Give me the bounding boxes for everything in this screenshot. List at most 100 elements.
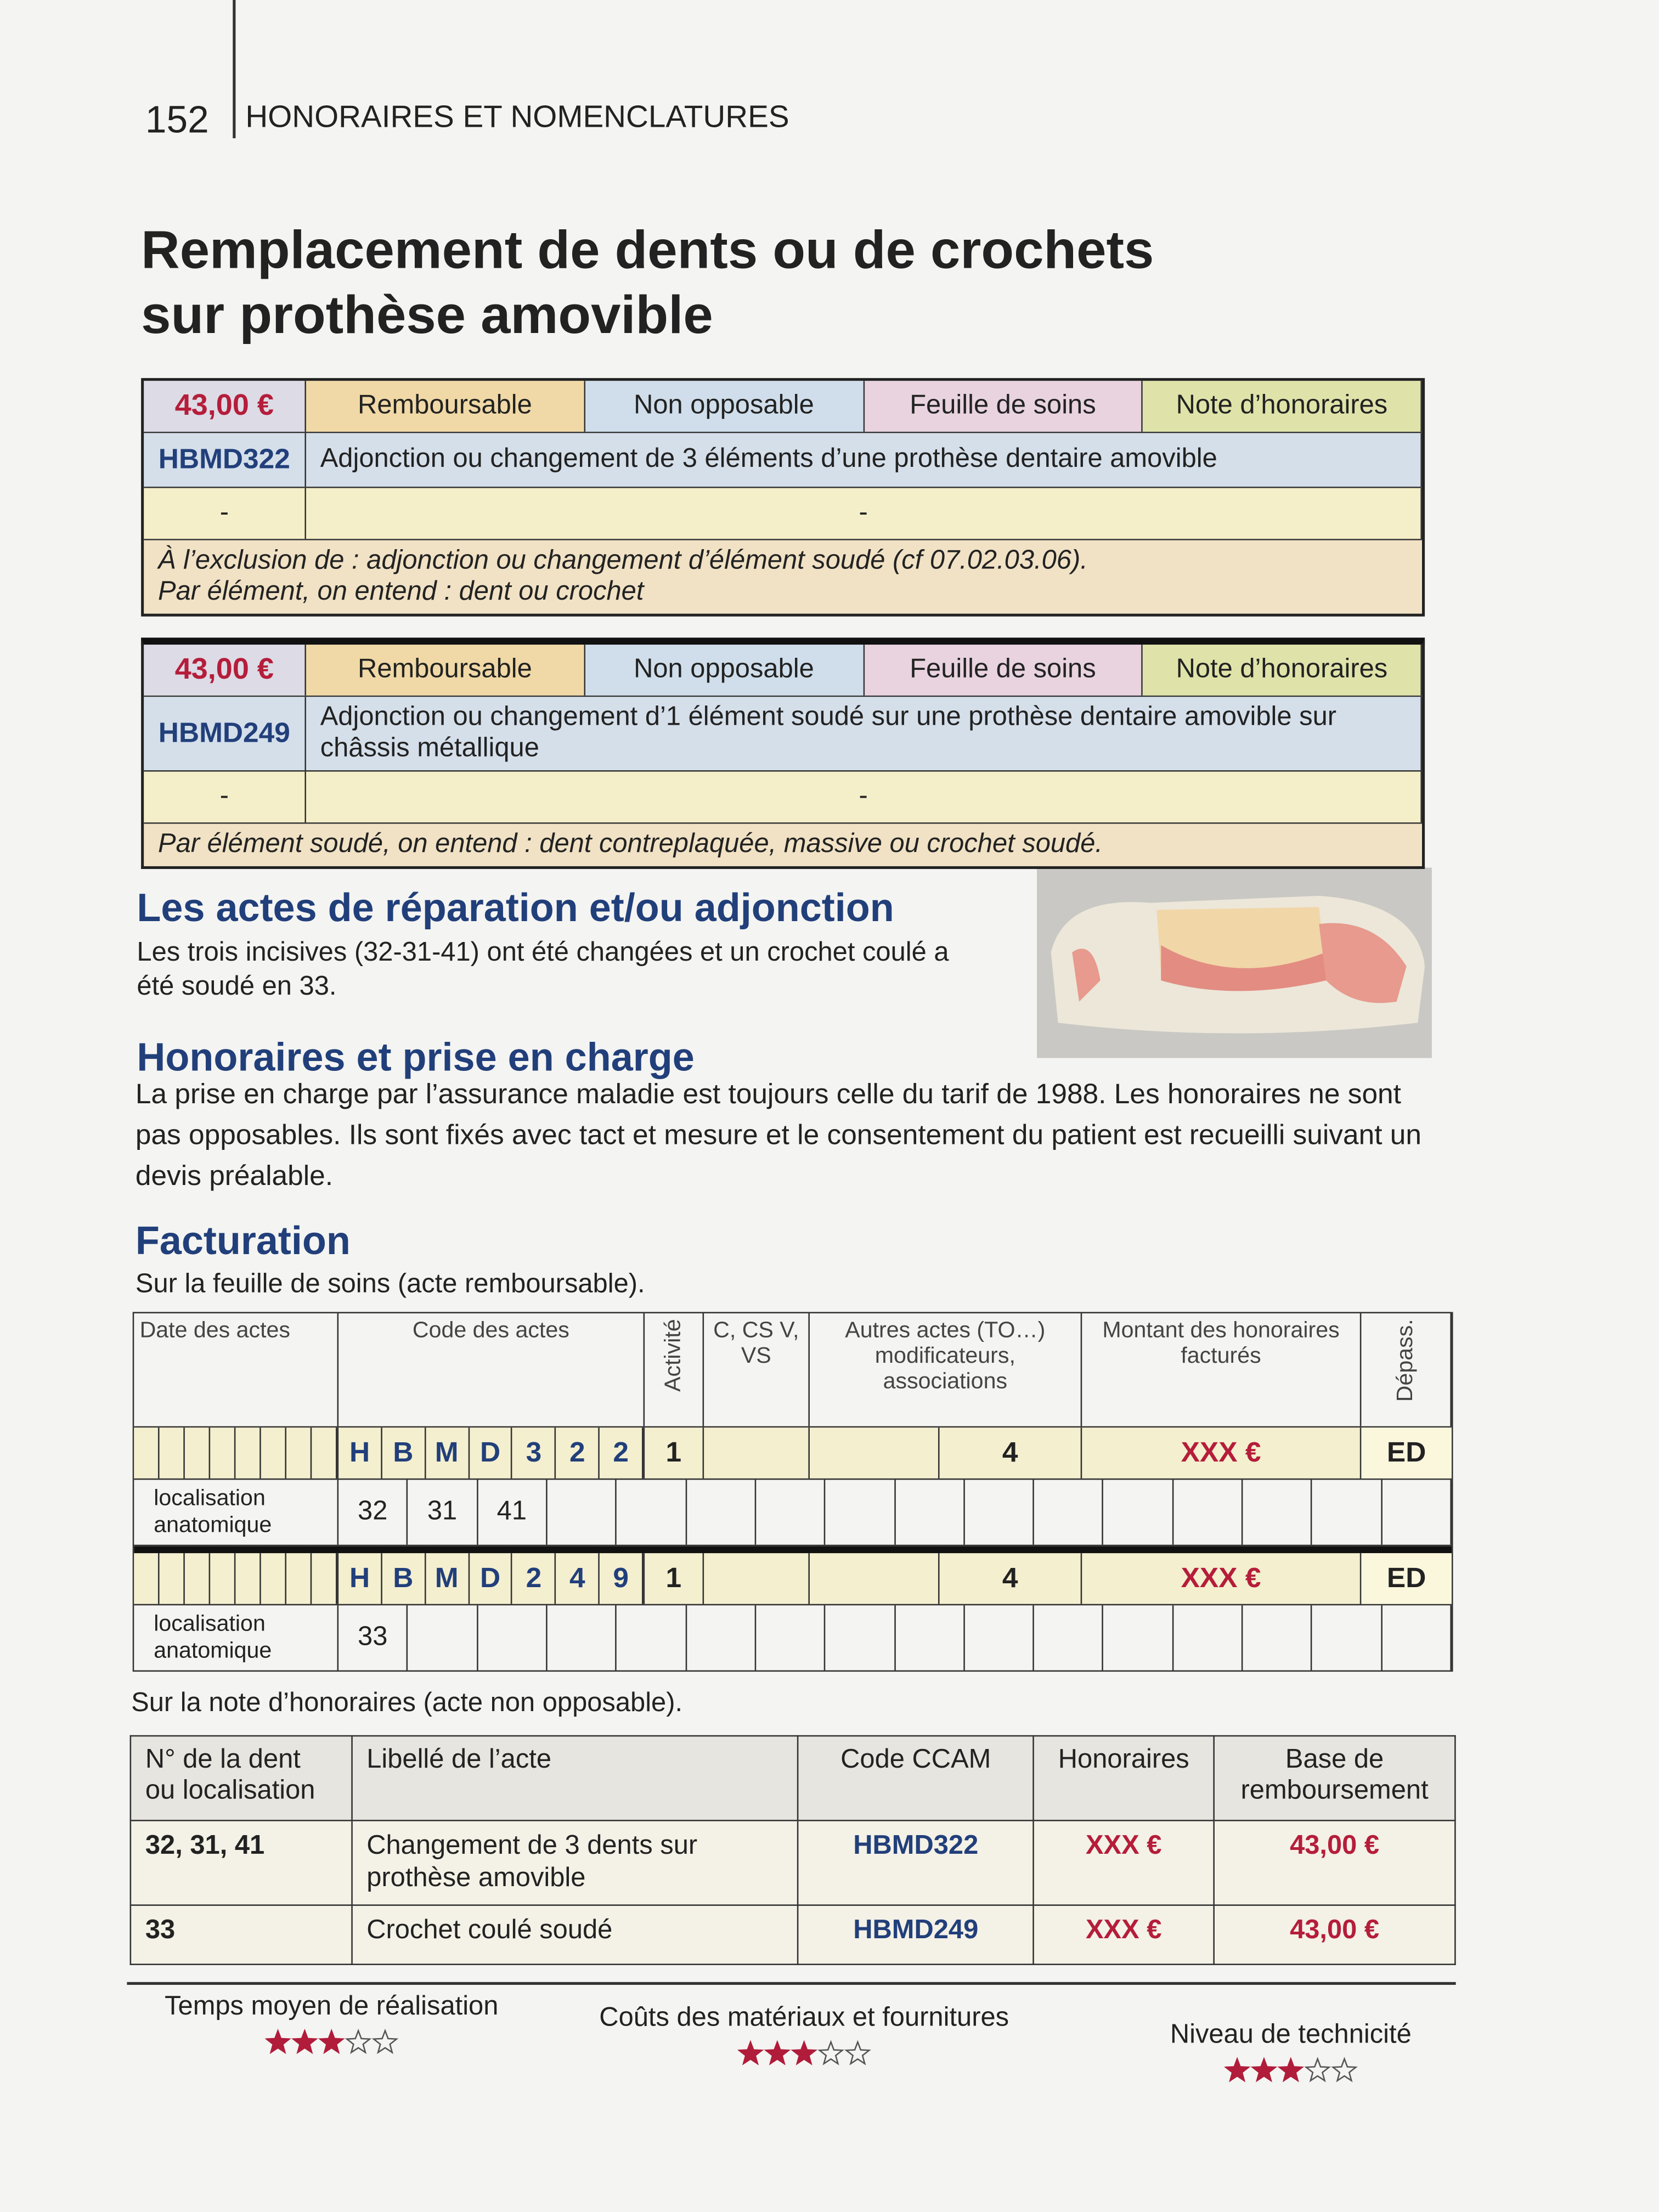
date-box bbox=[261, 1427, 286, 1479]
activity: 1 bbox=[645, 1553, 704, 1604]
note-header-row: N° de la dent ou localisation Libellé de … bbox=[129, 1735, 1456, 1821]
rating: Coûts des matériaux et fournitures bbox=[550, 2003, 1058, 2076]
star bbox=[763, 2040, 790, 2066]
tooth-box bbox=[1034, 1605, 1104, 1671]
modifier: 4 bbox=[1002, 1436, 1018, 1468]
section-title: HONORAIRES ET NOMENCLATURES bbox=[245, 98, 789, 134]
tooth-box bbox=[686, 1480, 756, 1545]
activity: 1 bbox=[645, 1427, 704, 1479]
date-box bbox=[185, 1427, 211, 1479]
rating-stars bbox=[736, 2040, 871, 2066]
billing-form: Date des actes Code des actes Activité C, C… bbox=[132, 1312, 1453, 1672]
tooth-box bbox=[617, 1605, 687, 1671]
act-extra: - bbox=[306, 771, 1422, 823]
title: Remplacement de dents ou de crochets sur… bbox=[141, 219, 1154, 349]
code-letter: B bbox=[382, 1427, 426, 1479]
billing-header: Code des actes bbox=[338, 1313, 645, 1426]
act-price: 43,00 € bbox=[144, 645, 306, 696]
tooth-box bbox=[964, 1480, 1035, 1545]
act-note-line: Par élément soudé, on entend : dent cont… bbox=[157, 829, 1103, 859]
billing-header: Montant des honoraires facturés bbox=[1082, 1313, 1362, 1426]
tooth-box bbox=[964, 1605, 1035, 1671]
code-letter: H bbox=[338, 1553, 382, 1604]
billing-header-row: Date des actes Code des actes Activité C, C… bbox=[134, 1313, 1452, 1428]
act-extra-row: -- bbox=[144, 488, 1422, 540]
act-label: Adjonction ou changement d’1 élément sou… bbox=[306, 697, 1422, 770]
modifier-cells: 4 bbox=[810, 1427, 1082, 1479]
tooth-box bbox=[1104, 1605, 1173, 1671]
code-letter: B bbox=[382, 1553, 426, 1604]
note-cell: 32, 31, 41 bbox=[129, 1820, 353, 1906]
code-letter: 3 bbox=[513, 1427, 556, 1479]
act-code-row: HBMD322 Adjonction ou changement de 3 élé… bbox=[144, 433, 1422, 488]
visit bbox=[704, 1553, 810, 1604]
tooth-box bbox=[548, 1605, 617, 1671]
intro: Sur la feuille de soins (acte remboursab… bbox=[135, 1269, 645, 1300]
amount: XXX € bbox=[1082, 1553, 1362, 1604]
note-cell: 43,00 € bbox=[1213, 1820, 1456, 1906]
rating-stars bbox=[1223, 2057, 1357, 2083]
code-letter: 2 bbox=[600, 1427, 644, 1479]
localisation-label: localisation anatomique bbox=[134, 1605, 339, 1671]
billing-header-text: C, CS V, VS bbox=[713, 1319, 799, 1369]
localisation-label: localisation anatomique bbox=[134, 1480, 339, 1545]
modifier-box bbox=[810, 1553, 940, 1604]
tooth-box bbox=[1312, 1480, 1383, 1545]
billing-header: Dépass. bbox=[1361, 1313, 1452, 1426]
date-box bbox=[312, 1427, 337, 1479]
act-tag: Remboursable bbox=[306, 645, 585, 696]
rating-label: Coûts des matériaux et fournitures bbox=[599, 2003, 1009, 2033]
heading: Honoraires et prise en charge bbox=[137, 1035, 695, 1080]
star bbox=[317, 2028, 345, 2055]
star bbox=[1304, 2057, 1330, 2083]
note-row: 32, 31, 41 Changement de 3 dents sur prot… bbox=[129, 1820, 1456, 1906]
date-box bbox=[261, 1553, 286, 1604]
tooth-box bbox=[1243, 1605, 1313, 1671]
date-box bbox=[286, 1553, 312, 1604]
act-table: 43,00 € Remboursable Non opposable Feuille … bbox=[141, 637, 1425, 869]
date-box bbox=[235, 1553, 261, 1604]
date-box bbox=[160, 1553, 185, 1604]
tooth-box bbox=[826, 1605, 895, 1671]
date-box bbox=[134, 1553, 160, 1604]
note-header: Base de remboursement bbox=[1213, 1735, 1456, 1821]
modifier-box bbox=[810, 1427, 940, 1479]
rating: Temps moyen de réalisation bbox=[77, 1992, 585, 2066]
paragraph: La prise en charge par l’assurance malad… bbox=[135, 1079, 1422, 1192]
modifier: 4 bbox=[1002, 1562, 1018, 1594]
note-cell: HBMD249 bbox=[797, 1904, 1035, 1965]
act-price: 43,00 € bbox=[144, 381, 306, 432]
star bbox=[344, 2028, 371, 2055]
billing-code-row: H B M D 2 4 9 1 4 XXX € ED bbox=[134, 1546, 1452, 1606]
note-cell: HBMD322 bbox=[797, 1820, 1035, 1906]
tooth-box bbox=[826, 1480, 895, 1545]
billing-header: Date des actes bbox=[134, 1313, 339, 1426]
date-box bbox=[134, 1427, 160, 1479]
code-letter: 4 bbox=[556, 1553, 600, 1604]
act-extra: - bbox=[144, 488, 306, 539]
note-header: Code CCAM bbox=[797, 1735, 1035, 1821]
note-table: N° de la dent ou localisation Libellé de … bbox=[129, 1735, 1456, 1965]
date-box bbox=[160, 1427, 185, 1479]
billing-header: Autres actes (TO…) modificateurs, associ… bbox=[810, 1313, 1082, 1426]
header-rule bbox=[233, 0, 235, 138]
billing-header-text: Code des actes bbox=[412, 1319, 569, 1343]
date-box bbox=[235, 1427, 261, 1479]
tooth-box bbox=[617, 1480, 687, 1545]
act-extra: - bbox=[306, 488, 1422, 539]
note-cell: 43,00 € bbox=[1213, 1904, 1456, 1965]
code-letter: D bbox=[469, 1427, 513, 1479]
teeth-cells: 32 31 41 bbox=[338, 1480, 1452, 1545]
date-box bbox=[185, 1553, 211, 1604]
note-header: Libellé de l’acte bbox=[351, 1735, 799, 1821]
tooth-box: 31 bbox=[408, 1480, 478, 1545]
rating-stars bbox=[263, 2028, 398, 2055]
note-row: 33 Crochet coulé soudé HBMD249 XXX €43,00 € bbox=[129, 1904, 1456, 1965]
act-note-line: Par élément, on entend : dent ou crochet bbox=[157, 577, 644, 607]
date-cells bbox=[134, 1553, 339, 1604]
heading: Facturation bbox=[135, 1218, 351, 1263]
tooth-box bbox=[1382, 1480, 1452, 1545]
act-table: 43,00 € Remboursable Non opposable Feuille … bbox=[141, 378, 1425, 617]
billing-localisation-row: localisation anatomique 32 31 41 bbox=[134, 1480, 1452, 1547]
